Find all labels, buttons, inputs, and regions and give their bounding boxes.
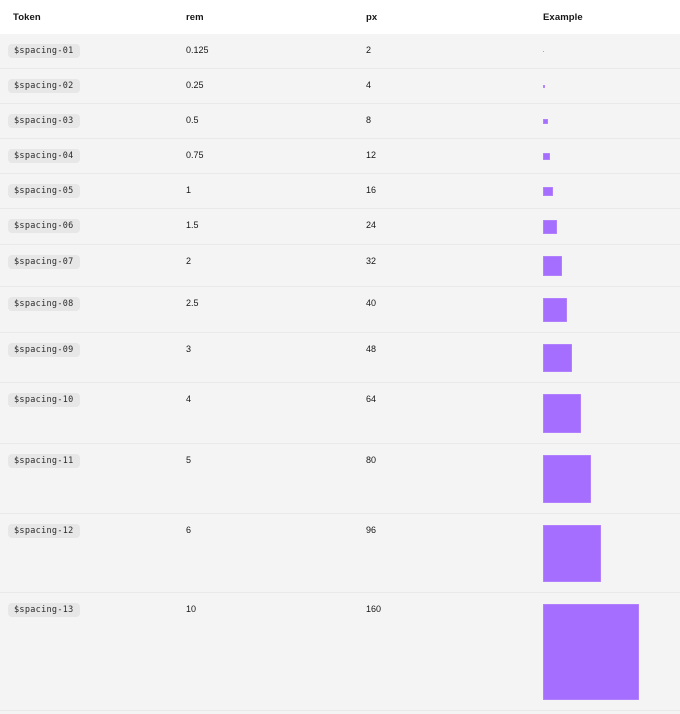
token-cell: $spacing-03 [0,104,186,139]
token-cell: $spacing-10 [0,383,186,443]
px-value: 80 [366,454,377,465]
example-cell [543,333,680,384]
px-value: 32 [366,256,377,267]
token-cell: $spacing-06 [0,209,186,245]
table-row: $spacing-11 5 80 [0,443,680,514]
table-row: $spacing-05 1 16 [0,174,680,209]
token-cell: $spacing-01 [0,34,186,69]
spacing-example-square [543,256,563,276]
px-value: 8 [366,115,372,125]
token-pill: $spacing-11 [8,453,80,468]
token-pill: $spacing-09 [8,342,80,357]
column-header-example: Example [543,11,583,23]
token-cell: $spacing-04 [0,139,186,174]
rem-value: 2 [186,256,192,267]
token-pill: $spacing-01 [8,44,80,58]
token-pill: $spacing-08 [8,296,80,311]
rem-value: 0.25 [186,80,204,90]
token-cell: $spacing-12 [0,514,186,594]
example-cell [543,444,680,514]
example-cell [543,245,680,286]
example-cell [543,139,680,174]
token-pill: $spacing-05 [8,184,80,198]
spacing-example-square [543,604,639,701]
spacing-example-square [543,297,567,322]
spacing-example-square [543,119,548,124]
example-cell [543,287,680,333]
token-cell: $spacing-11 [0,444,186,514]
table-header-row: Token rem px Example [0,0,680,34]
px-value: 96 [366,524,377,535]
table-row: $spacing-06 1.5 24 [0,209,680,246]
example-cell [543,34,680,69]
table-row: $spacing-03 0.5 8 [0,104,680,139]
example-cell [543,69,680,104]
px-value: 64 [366,394,377,405]
table-body: $spacing-01 0.125 2 $spacing-02 0.25 4 $spacin… [0,34,680,712]
spacing-example-square [543,50,545,53]
token-cell: $spacing-09 [0,333,186,384]
spacing-example-square [543,343,572,373]
token-pill: $spacing-02 [8,79,80,93]
rem-value: 3 [186,343,192,354]
rem-value: 1.5 [186,220,199,230]
spacing-example-square [543,454,591,503]
rem-value: 2.5 [186,297,199,308]
table-row: $spacing-02 0.25 4 [0,69,680,104]
rem-value: 0.75 [186,150,204,160]
px-value: 48 [366,343,377,354]
table-row: $spacing-13 10 160 [0,593,680,712]
token-pill: $spacing-10 [8,393,80,408]
rem-value: 0.125 [186,45,209,55]
table-row: $spacing-01 0.125 2 [0,34,680,69]
example-cell [543,593,680,711]
px-value: 12 [366,150,377,160]
rem-value: 6 [186,524,192,535]
spacing-example-square [543,152,551,161]
example-cell [543,383,680,443]
token-pill: $spacing-04 [8,149,80,163]
example-cell [543,514,680,594]
px-value: 2 [366,45,372,55]
spacing-example-square [543,394,582,433]
token-pill: $spacing-03 [8,114,80,128]
token-cell: $spacing-13 [0,593,186,711]
px-value: 160 [366,604,382,615]
spacing-example-square [543,220,558,235]
table-row: $spacing-07 2 32 [0,245,680,287]
px-value: 16 [366,185,377,195]
spacing-example-square [543,524,601,583]
table-row: $spacing-10 4 64 [0,383,680,444]
table-row: $spacing-08 2.5 40 [0,286,680,333]
column-header-rem: rem [186,11,204,23]
px-value: 24 [366,220,377,230]
example-cell [543,209,680,245]
example-cell [543,104,680,139]
token-cell: $spacing-05 [0,174,186,209]
table-row: $spacing-04 0.75 12 [0,139,680,174]
table-row: $spacing-12 6 96 [0,513,680,594]
px-value: 4 [366,80,372,90]
spacing-example-square [543,186,553,197]
rem-value: 4 [186,394,192,405]
spacing-example-square [543,85,546,88]
token-pill: $spacing-13 [8,603,80,618]
token-cell: $spacing-02 [0,69,186,104]
rem-value: 5 [186,454,192,465]
px-value: 40 [366,297,377,308]
token-pill: $spacing-12 [8,523,80,538]
example-cell [543,174,680,209]
token-cell: $spacing-08 [0,287,186,333]
column-header-px: px [366,11,378,23]
table-row: $spacing-09 3 48 [0,332,680,384]
token-pill: $spacing-07 [8,255,80,270]
rem-value: 1 [186,185,192,195]
token-cell: $spacing-07 [0,245,186,286]
rem-value: 0.5 [186,115,199,125]
rem-value: 10 [186,604,197,615]
token-pill: $spacing-06 [8,219,80,233]
column-header-token: Token [13,11,41,23]
